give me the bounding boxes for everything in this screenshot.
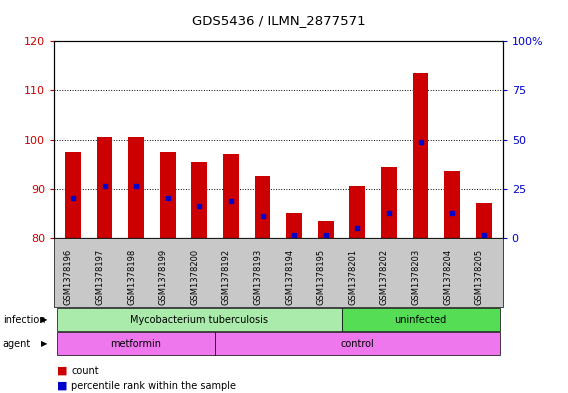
Text: GSM1378199: GSM1378199 <box>158 248 168 305</box>
Text: percentile rank within the sample: percentile rank within the sample <box>71 381 236 391</box>
Bar <box>223 154 239 238</box>
Text: GSM1378200: GSM1378200 <box>190 248 199 305</box>
Bar <box>160 152 176 238</box>
Bar <box>65 152 81 238</box>
Bar <box>476 203 492 238</box>
Bar <box>444 171 460 238</box>
Text: GSM1378201: GSM1378201 <box>348 248 357 305</box>
Text: GSM1378197: GSM1378197 <box>95 248 105 305</box>
Text: metformin: metformin <box>111 339 162 349</box>
Text: ■: ■ <box>57 366 67 376</box>
Text: GSM1378196: GSM1378196 <box>64 248 73 305</box>
Bar <box>254 176 270 238</box>
Bar <box>349 186 365 238</box>
Text: GSM1378193: GSM1378193 <box>253 248 262 305</box>
Text: infection: infection <box>3 314 45 325</box>
Text: GSM1378194: GSM1378194 <box>285 248 294 305</box>
Text: ■: ■ <box>57 381 67 391</box>
Text: control: control <box>340 339 374 349</box>
Text: agent: agent <box>3 339 31 349</box>
Bar <box>318 220 333 238</box>
Text: GSM1378192: GSM1378192 <box>222 248 231 305</box>
Text: GSM1378205: GSM1378205 <box>475 248 484 305</box>
Text: ▶: ▶ <box>40 340 47 348</box>
Bar <box>286 213 302 238</box>
Text: count: count <box>71 366 99 376</box>
Text: GSM1378203: GSM1378203 <box>412 248 420 305</box>
Text: GSM1378195: GSM1378195 <box>317 248 325 305</box>
Text: GDS5436 / ILMN_2877571: GDS5436 / ILMN_2877571 <box>191 14 365 27</box>
Bar <box>97 137 112 238</box>
Text: GSM1378204: GSM1378204 <box>443 248 452 305</box>
Text: Mycobacterium tuberculosis: Mycobacterium tuberculosis <box>130 314 268 325</box>
Text: GSM1378202: GSM1378202 <box>380 248 389 305</box>
Text: uninfected: uninfected <box>394 314 446 325</box>
Text: ▶: ▶ <box>40 315 47 324</box>
Text: GSM1378198: GSM1378198 <box>127 248 136 305</box>
Bar <box>128 137 144 238</box>
Bar <box>381 167 397 238</box>
Bar <box>191 162 207 238</box>
Bar <box>412 73 428 238</box>
